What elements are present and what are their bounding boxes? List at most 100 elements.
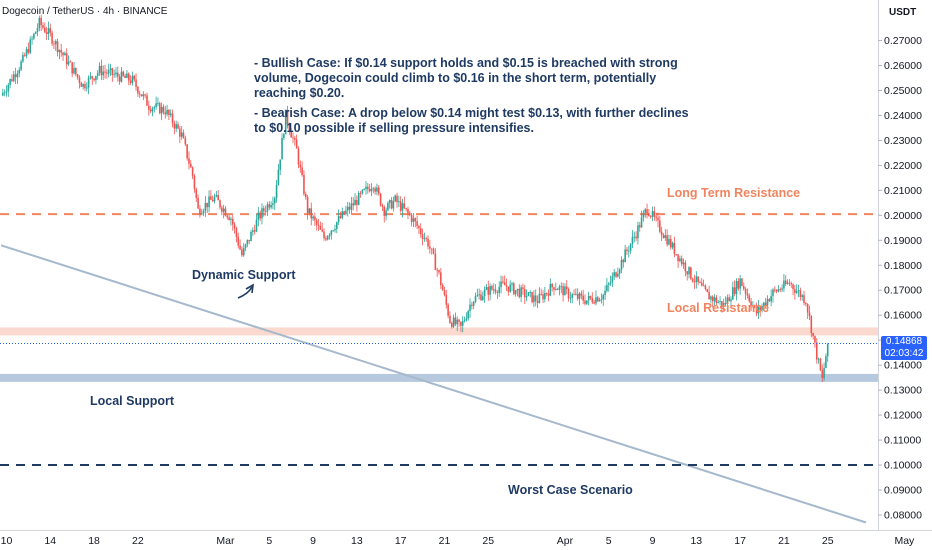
candle[interactable] [78, 75, 81, 89]
candle[interactable] [482, 291, 484, 301]
candle[interactable] [784, 275, 787, 287]
candle[interactable] [604, 285, 606, 301]
candle[interactable] [255, 214, 258, 233]
candle[interactable] [140, 94, 143, 97]
candle[interactable] [53, 40, 55, 50]
candle[interactable] [593, 299, 595, 305]
candle[interactable] [107, 63, 110, 78]
candle[interactable] [323, 228, 325, 241]
candle[interactable] [441, 283, 444, 291]
candle[interactable] [277, 163, 280, 186]
candle[interactable] [651, 206, 654, 222]
candle[interactable] [582, 289, 584, 305]
candle[interactable] [699, 280, 701, 284]
candle[interactable] [522, 283, 524, 295]
candle[interactable] [252, 227, 254, 236]
candle[interactable] [523, 284, 526, 305]
candle[interactable] [463, 316, 466, 323]
candle[interactable] [794, 284, 796, 300]
candle[interactable] [673, 236, 676, 258]
candle[interactable] [660, 226, 663, 241]
candle[interactable] [622, 258, 625, 268]
candle[interactable] [779, 287, 782, 293]
candle[interactable] [217, 190, 219, 201]
candle[interactable] [783, 274, 785, 292]
candle[interactable] [124, 73, 126, 79]
candle[interactable] [640, 210, 643, 228]
candle[interactable] [445, 290, 448, 309]
candle[interactable] [556, 287, 559, 291]
candle[interactable] [273, 196, 276, 211]
candle[interactable] [750, 297, 752, 311]
candle[interactable] [47, 21, 50, 40]
candle[interactable] [531, 291, 533, 304]
candle[interactable] [219, 199, 221, 210]
candle[interactable] [356, 195, 358, 212]
candle[interactable] [36, 23, 39, 37]
candle[interactable] [600, 293, 603, 304]
candle[interactable] [239, 239, 241, 251]
currency-label[interactable]: USDT [889, 7, 917, 18]
candle[interactable] [164, 105, 167, 119]
candle[interactable] [363, 188, 365, 191]
candle[interactable] [22, 51, 24, 64]
candle[interactable] [67, 55, 70, 66]
candle[interactable] [607, 281, 610, 292]
candle[interactable] [432, 247, 435, 255]
candle[interactable] [808, 305, 811, 320]
candle[interactable] [253, 224, 256, 235]
candle[interactable] [440, 268, 442, 289]
candle[interactable] [695, 271, 698, 289]
candle[interactable] [596, 296, 599, 303]
candle[interactable] [294, 135, 296, 146]
candle[interactable] [684, 260, 687, 277]
candle[interactable] [649, 215, 652, 219]
candle[interactable] [753, 304, 756, 309]
candle[interactable] [337, 209, 340, 225]
candle[interactable] [175, 120, 177, 133]
candle[interactable] [89, 71, 92, 80]
candle[interactable] [208, 190, 210, 213]
candle[interactable] [279, 159, 282, 176]
candle[interactable] [733, 280, 736, 297]
candle[interactable] [100, 59, 103, 80]
candle[interactable] [330, 229, 333, 240]
candle[interactable] [450, 321, 453, 329]
candle[interactable] [476, 288, 479, 297]
candle[interactable] [169, 109, 172, 118]
candle[interactable] [403, 196, 406, 210]
candle[interactable] [602, 293, 605, 306]
candle[interactable] [795, 284, 798, 294]
candle[interactable] [454, 312, 457, 327]
candle[interactable] [584, 294, 586, 306]
candle[interactable] [58, 49, 61, 60]
candle[interactable] [742, 282, 745, 291]
candle[interactable] [11, 74, 13, 83]
candle[interactable] [146, 92, 148, 106]
candle[interactable] [421, 228, 424, 246]
candle[interactable] [569, 291, 572, 304]
candle[interactable] [332, 229, 334, 232]
candle[interactable] [56, 38, 59, 57]
candle[interactable] [545, 292, 548, 297]
candle[interactable] [122, 70, 125, 78]
candle[interactable] [102, 65, 104, 81]
candle[interactable] [527, 291, 530, 297]
candle[interactable] [693, 274, 696, 289]
candle[interactable] [513, 281, 515, 296]
candle[interactable] [396, 192, 398, 208]
candle[interactable] [775, 289, 778, 294]
candle[interactable] [724, 296, 727, 307]
candle[interactable] [350, 196, 353, 215]
candle[interactable] [93, 78, 95, 82]
candle[interactable] [609, 275, 612, 286]
candle[interactable] [18, 66, 21, 78]
candle[interactable] [686, 270, 688, 281]
candle[interactable] [85, 82, 88, 92]
candle[interactable] [595, 290, 597, 306]
candle[interactable] [492, 283, 495, 294]
candle[interactable] [814, 335, 816, 348]
candle[interactable] [44, 22, 46, 34]
candle[interactable] [770, 289, 772, 307]
candle[interactable] [379, 192, 382, 207]
